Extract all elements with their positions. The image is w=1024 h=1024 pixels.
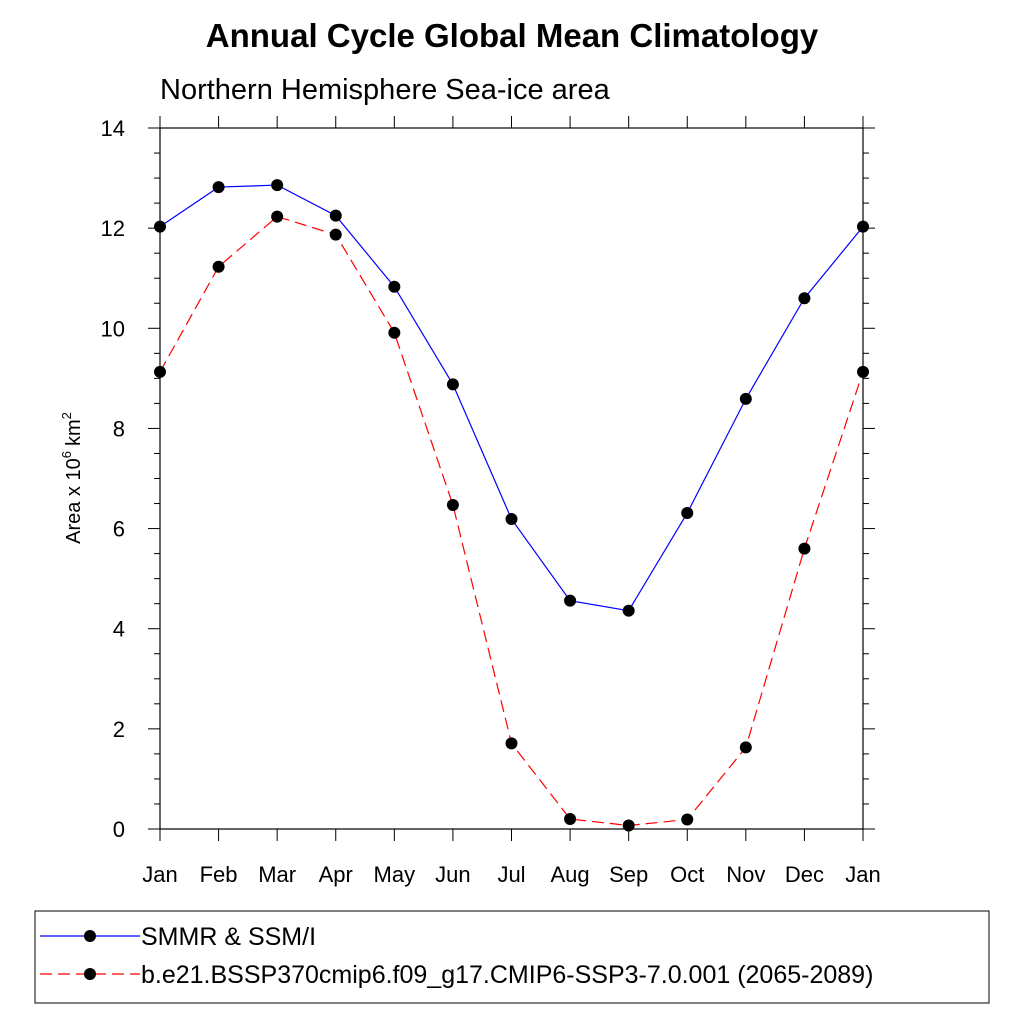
series-2-point xyxy=(622,819,635,832)
chart-subtitle: Northern Hemisphere Sea-ice area xyxy=(160,74,611,106)
series-2-point xyxy=(798,542,811,555)
y-axis-label: Area x 106 km2 xyxy=(59,412,85,544)
legend-box xyxy=(34,910,990,1004)
legend-label-1: SMMR & SSM/I xyxy=(141,923,316,951)
legend-marker-2 xyxy=(84,968,96,980)
x-tick-label: Mar xyxy=(258,862,296,887)
y-tick-label: 4 xyxy=(113,617,125,642)
axis-tick-labels: 0 2 4 6 8 10 12 14 Jan Feb Mar Apr May Jun Jul Aug Sep Oc… xyxy=(101,116,881,887)
series-1-point xyxy=(798,292,811,305)
series-2-point xyxy=(564,812,577,825)
x-tick-label: Jun xyxy=(435,862,470,887)
x-tick-label: Jul xyxy=(497,862,525,887)
series-1-point xyxy=(271,179,284,192)
series-1-point xyxy=(622,604,635,617)
y-axis-label-unit-exponent: 2 xyxy=(59,412,74,419)
series-1-line xyxy=(159,184,864,612)
y-tick-label: 12 xyxy=(101,216,125,241)
series-1-point xyxy=(681,507,694,520)
series-2-point xyxy=(329,228,342,241)
legend-marker-1 xyxy=(84,930,96,942)
x-tick-label: May xyxy=(374,862,416,887)
series-1-point xyxy=(212,181,225,194)
series-2-point xyxy=(212,260,225,273)
y-axis-label-unit: km xyxy=(63,419,85,446)
series-2-point xyxy=(271,210,284,223)
x-tick-label: Oct xyxy=(670,862,704,887)
series-1-point xyxy=(505,513,518,526)
series-1-point xyxy=(388,280,401,293)
series-1 xyxy=(154,179,869,617)
x-tick-label: Nov xyxy=(726,862,765,887)
series-2-point xyxy=(446,499,459,512)
series-1-point xyxy=(739,392,752,405)
data-series xyxy=(154,179,869,832)
series-1-point xyxy=(329,209,342,222)
y-tick-label: 0 xyxy=(113,817,125,842)
x-tick-label: Sep xyxy=(609,862,648,887)
x-tick-label: Apr xyxy=(319,862,353,887)
x-tick-label: Jan xyxy=(142,862,177,887)
y-tick-label: 6 xyxy=(113,517,125,542)
series-2-point xyxy=(681,813,694,826)
legend: SMMR & SSM/I b.e21.BSSP370cmip6.f09_g17.C… xyxy=(34,910,990,1004)
y-tick-label: 8 xyxy=(113,416,125,441)
x-tick-label: Dec xyxy=(785,862,824,887)
series-1-point xyxy=(446,378,459,391)
series-2-point xyxy=(505,737,518,750)
y-tick-label: 10 xyxy=(101,316,125,341)
legend-items: SMMR & SSM/I b.e21.BSSP370cmip6.f09_g17.C… xyxy=(40,923,873,989)
series-2-point xyxy=(388,326,401,339)
series-1-point xyxy=(564,594,577,607)
plot-frame xyxy=(159,127,864,830)
y-tick-label: 14 xyxy=(101,116,125,141)
y-axis-label-exponent: 6 xyxy=(59,451,74,458)
x-tick-label: Feb xyxy=(200,862,238,887)
axis-ticks xyxy=(148,116,875,841)
x-tick-label: Jan xyxy=(845,862,880,887)
x-tick-label: Aug xyxy=(551,862,590,887)
y-axis-label-text: Area x 10 xyxy=(63,458,85,544)
chart-title: Annual Cycle Global Mean Climatology xyxy=(206,17,819,54)
series-2-point xyxy=(739,741,752,754)
y-tick-label: 2 xyxy=(113,717,125,742)
legend-label-2: b.e21.BSSP370cmip6.f09_g17.CMIP6-SSP3-7.… xyxy=(141,961,873,989)
